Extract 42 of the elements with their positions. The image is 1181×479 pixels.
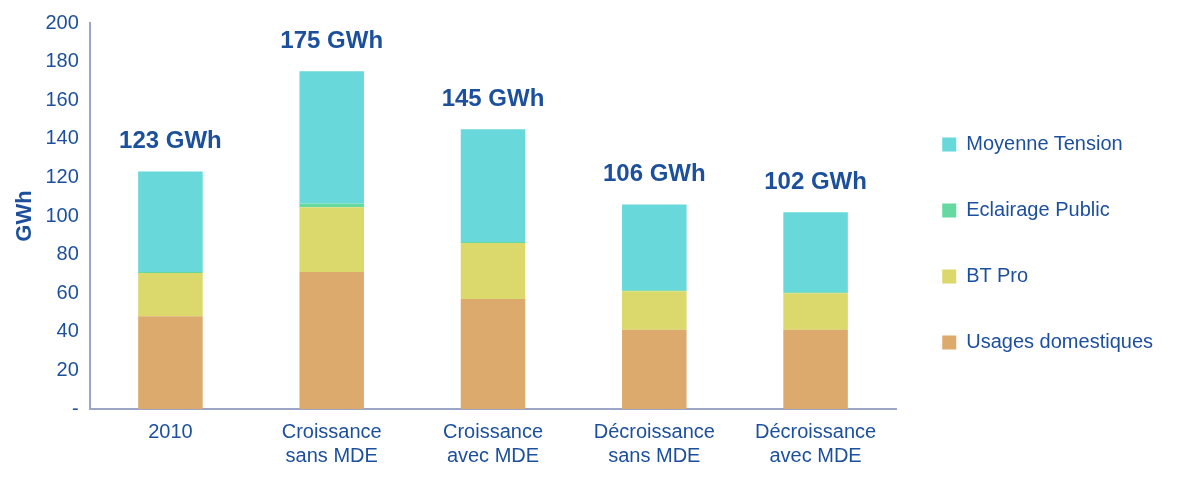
bar [622, 204, 687, 291]
bar [299, 207, 364, 272]
y-tick-label: 120 [45, 164, 79, 187]
y-tick-label: - [72, 396, 79, 419]
legend-label: BT Pro [966, 264, 1029, 287]
bar [622, 329, 687, 409]
y-tick-label: 160 [45, 87, 79, 110]
y-axis-title: GWh [11, 190, 37, 242]
bar [460, 298, 526, 409]
bar [622, 291, 687, 330]
y-tick-label: 40 [56, 319, 79, 342]
y-tick-label: 60 [56, 280, 79, 303]
y-tick-label: 200 [45, 10, 79, 33]
x-tick-label: Décroissance sans MDE [593, 419, 715, 466]
bar [460, 243, 526, 299]
total-label: 106 GWh [602, 159, 706, 187]
bar [783, 212, 848, 293]
y-tick-label: 180 [45, 49, 79, 72]
bar [138, 316, 203, 409]
y-tick-label: 80 [56, 242, 79, 265]
bar [783, 293, 848, 330]
total-label: 102 GWh [764, 166, 867, 194]
total-label: 175 GWh [280, 25, 384, 53]
legend-label: Usages domestiques [966, 330, 1154, 353]
legend-label: Moyenne Tension [966, 132, 1123, 155]
y-tick-label: 140 [45, 126, 79, 149]
bar [460, 129, 526, 243]
y-tick-label: 20 [56, 357, 79, 380]
bar [138, 171, 203, 272]
bar [783, 329, 848, 409]
legend-label: Eclairage Public [966, 198, 1110, 221]
bar [299, 71, 364, 204]
bar [299, 271, 364, 409]
x-tick-label: Décroissance avec MDE [755, 419, 877, 466]
total-label: 123 GWh [119, 126, 222, 154]
bar [138, 272, 203, 317]
y-tick-label: 100 [45, 203, 79, 226]
total-label: 145 GWh [441, 83, 545, 111]
bar [299, 203, 364, 208]
x-tick-label: Croissance sans MDE [281, 419, 382, 466]
x-tick-label: 2010 [148, 419, 193, 442]
x-tick-label: Croissance avec MDE [442, 419, 544, 466]
